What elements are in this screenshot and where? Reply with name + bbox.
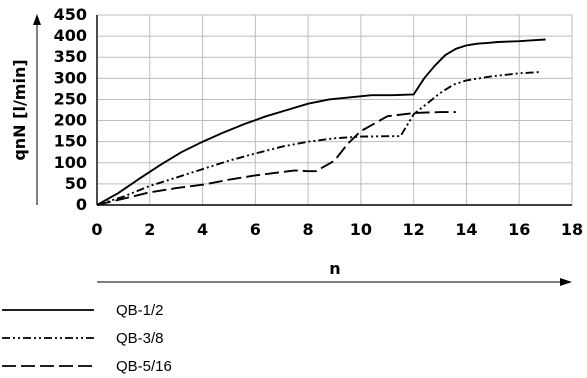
x-tick-label: 6 [250, 220, 261, 239]
x-tick-label: 16 [508, 220, 530, 239]
x-arrow-head-icon [560, 278, 572, 286]
y-arrow-head-icon [33, 14, 41, 25]
tick-labels: 0 50 100 150 200 250 300 350 400 450 0 2 4 6 8 10 12 14 16… [54, 5, 584, 239]
x-axis-label: n [329, 259, 340, 278]
legend-label: QB-1/2 [116, 302, 164, 319]
legend: QB-1/2 QB-3/8 QB-5/16 [2, 302, 172, 375]
x-tick-label: 4 [197, 220, 208, 239]
x-tick-label: 8 [303, 220, 314, 239]
series-line-qb-5-16 [97, 112, 456, 205]
y-tick-label: 50 [65, 174, 87, 193]
axes [33, 14, 572, 286]
y-tick-label: 200 [54, 111, 87, 130]
x-tick-label: 12 [403, 220, 425, 239]
x-tick-label: 2 [144, 220, 155, 239]
grid [97, 15, 572, 205]
y-tick-label: 0 [76, 195, 87, 214]
y-tick-label: 450 [54, 5, 87, 24]
y-tick-label: 250 [54, 89, 87, 108]
legend-label: QB-5/16 [116, 358, 172, 375]
y-tick-label: 350 [54, 47, 87, 66]
y-tick-label: 150 [54, 132, 87, 151]
x-tick-label: 18 [561, 220, 583, 239]
x-tick-label: 14 [455, 220, 477, 239]
x-tick-label: 0 [91, 220, 102, 239]
y-tick-label: 300 [54, 68, 87, 87]
series-lines [97, 40, 546, 206]
y-tick-label: 100 [54, 153, 87, 172]
y-tick-label: 400 [54, 26, 87, 45]
legend-label: QB-3/8 [116, 330, 164, 347]
series-line-qb-1-2 [97, 40, 546, 206]
x-tick-label: 10 [350, 220, 372, 239]
y-axis-label: qnN [l/min] [10, 59, 29, 160]
series-line-qb-3-8 [97, 72, 540, 205]
